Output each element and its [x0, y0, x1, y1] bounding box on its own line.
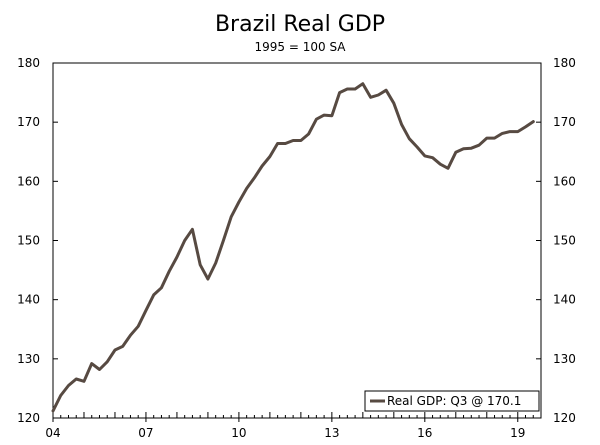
- x-tick-label: 13: [324, 426, 339, 440]
- x-tick-label: 16: [417, 426, 432, 440]
- x-tick-label: 19: [510, 426, 525, 440]
- y-tick-label-left: 180: [17, 56, 40, 70]
- axes: 120 120 130 130 140 140 150 150 160 160 170 170 180 1…: [17, 56, 576, 440]
- legend: Real GDP: Q3 @ 170.1: [364, 390, 540, 412]
- y-tick-label-left: 140: [17, 293, 40, 307]
- plot-area-frame: [52, 62, 542, 419]
- y-tick-label-left: 120: [17, 411, 40, 425]
- y-tick-label-left: 130: [17, 352, 40, 366]
- y-tick-label-right: 150: [553, 234, 576, 248]
- y-tick-label-right: 130: [553, 352, 576, 366]
- chart-subtitle: 1995 = 100 SA: [254, 40, 346, 54]
- x-tick-label: 07: [138, 426, 153, 440]
- y-tick-label-right: 180: [553, 56, 576, 70]
- series-line-real-gdp: [51, 82, 535, 413]
- y-tick-label-left: 150: [17, 234, 40, 248]
- x-tick-label: 10: [231, 426, 246, 440]
- y-tick-label-right: 140: [553, 293, 576, 307]
- y-tick-label-left: 170: [17, 115, 40, 129]
- series-layer: [51, 82, 535, 413]
- y-tick-label-right: 120: [553, 411, 576, 425]
- y-tick-label-left: 160: [17, 174, 40, 188]
- x-tick-label: 04: [45, 426, 60, 440]
- legend-label: Real GDP: Q3 @ 170.1: [387, 394, 521, 408]
- legend-box: [364, 390, 540, 412]
- chart-title: Brazil Real GDP: [214, 12, 386, 37]
- y-tick-label-right: 160: [553, 174, 576, 188]
- y-tick-label-right: 170: [553, 115, 576, 129]
